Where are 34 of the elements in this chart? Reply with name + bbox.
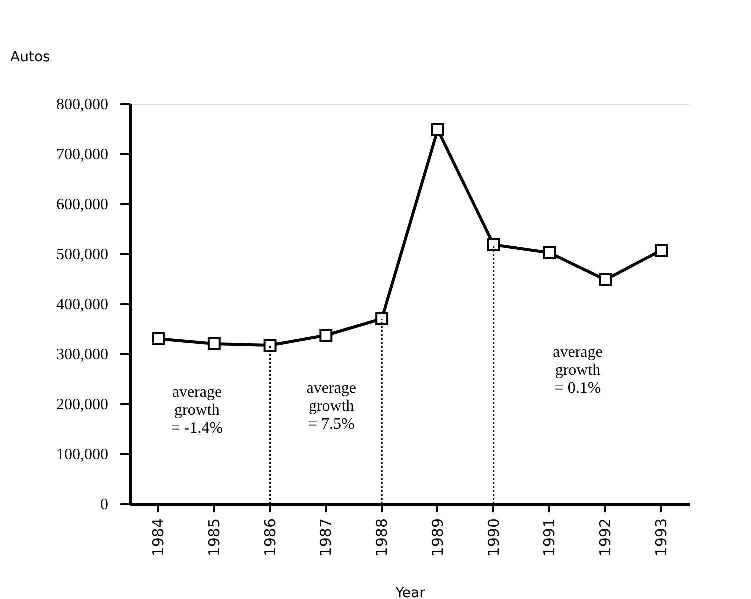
y-tick-label: 800,000 xyxy=(56,96,108,114)
y-tick-label: 200,000 xyxy=(56,396,108,414)
x-tick-label: 1988 xyxy=(373,518,392,557)
y-tick-label: 100,000 xyxy=(56,446,108,464)
x-tick-label: 1989 xyxy=(428,518,447,557)
x-tick-label: 1985 xyxy=(205,518,224,557)
point xyxy=(152,332,165,346)
y-tick-label: 600,000 xyxy=(56,196,108,214)
point xyxy=(208,338,221,350)
x-tick-label: 1986 xyxy=(261,518,280,557)
x-tick-label: 1984 xyxy=(150,518,168,557)
point xyxy=(376,312,389,326)
point xyxy=(543,246,556,260)
x-tick-label: 1993 xyxy=(652,518,670,557)
point xyxy=(320,329,333,342)
y-tick-label: 300,000 xyxy=(56,346,108,364)
x-tick-label: 1991 xyxy=(540,518,559,557)
x-tick-label: 1992 xyxy=(596,518,615,557)
y-tick-label: 400,000 xyxy=(56,296,108,314)
point xyxy=(431,124,444,136)
point xyxy=(599,274,612,286)
point xyxy=(487,238,500,252)
annotation: average growth = 0.1% xyxy=(553,344,603,397)
y-tick-label: 500,000 xyxy=(56,246,108,264)
x-tick-label: 1987 xyxy=(317,518,336,557)
point xyxy=(655,244,668,257)
y-axis-title: Autos xyxy=(10,50,50,66)
y-tick-label: 700,000 xyxy=(56,146,108,164)
annotation: average growth = 7.5% xyxy=(306,380,356,433)
x-tick-label: 1990 xyxy=(484,518,503,557)
point xyxy=(264,339,277,352)
x-axis-title: Year xyxy=(394,586,426,599)
y-tick-label: 0 xyxy=(100,496,108,514)
annotation: average growth = -1.4% xyxy=(171,384,224,437)
